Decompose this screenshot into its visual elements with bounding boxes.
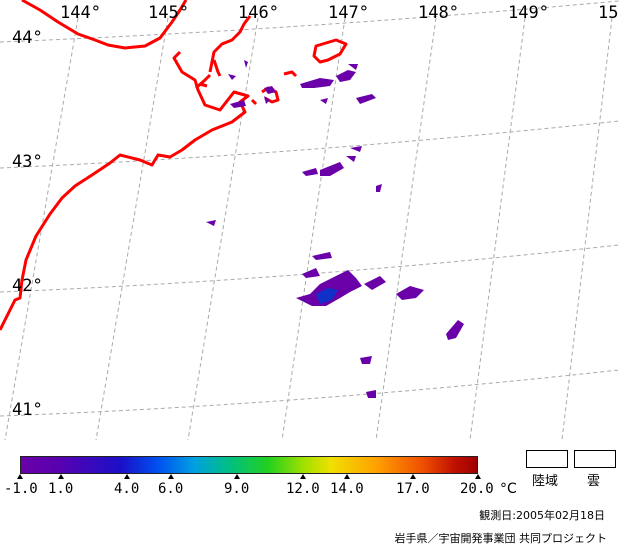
latitude-label: 44° [12, 28, 43, 48]
temperature-unit: °C [500, 481, 517, 497]
colorbar-tick [300, 474, 306, 479]
land-label: 陸域 [532, 474, 559, 489]
longitude-label: 144° [60, 3, 101, 23]
colorbar-tick [475, 474, 481, 479]
colorbar-tick-label: 17.0 [396, 481, 430, 497]
longitude-label: 149° [508, 3, 549, 23]
colorbar-tick-label: 1.0 [48, 481, 74, 497]
colorbar-tick-label: 4.0 [114, 481, 140, 497]
observation-date: 観測日:2005年02月18日 [479, 509, 605, 522]
colorbar-tick-label: 20.0 [460, 481, 494, 497]
colorbar-tick [234, 474, 240, 479]
longitude-label: 147° [328, 3, 369, 23]
colorbar-tick [17, 474, 23, 479]
colorbar-tick-label: 6.0 [158, 481, 184, 497]
colorbar-tick [58, 474, 64, 479]
colorbar-tick [168, 474, 174, 479]
colorbar-tick [124, 474, 130, 479]
colorbar-tick-label: 9.0 [224, 481, 250, 497]
latitude-label: 41° [12, 400, 43, 420]
colorbar-tick-label: 12.0 [286, 481, 320, 497]
colorbar-tick [410, 474, 416, 479]
colorbar-tick-label: 14.0 [330, 481, 364, 497]
longitude-gridlines [4, 17, 613, 440]
project-credit: 岩手県／宇宙開発事業団 共同プロジェクト [394, 532, 608, 545]
sst-patches [206, 60, 464, 398]
coastline [0, 0, 348, 331]
map-canvas [0, 0, 619, 440]
colorbar-tick-label: -1.0 [4, 481, 38, 497]
temperature-colorbar [20, 456, 478, 474]
longitude-label: 15 [598, 3, 619, 23]
latitude-label: 42° [12, 276, 43, 296]
cloud-label: 雲 [587, 474, 601, 489]
land-swatch [526, 450, 568, 468]
colorbar-tick [344, 474, 350, 479]
sst-cold-core [316, 288, 338, 304]
longitude-label: 146° [238, 3, 279, 23]
longitude-label: 145° [148, 3, 189, 23]
latitude-label: 43° [12, 152, 43, 172]
latitude-gridlines [0, 0, 619, 417]
cloud-swatch [574, 450, 616, 468]
longitude-label: 148° [418, 3, 459, 23]
